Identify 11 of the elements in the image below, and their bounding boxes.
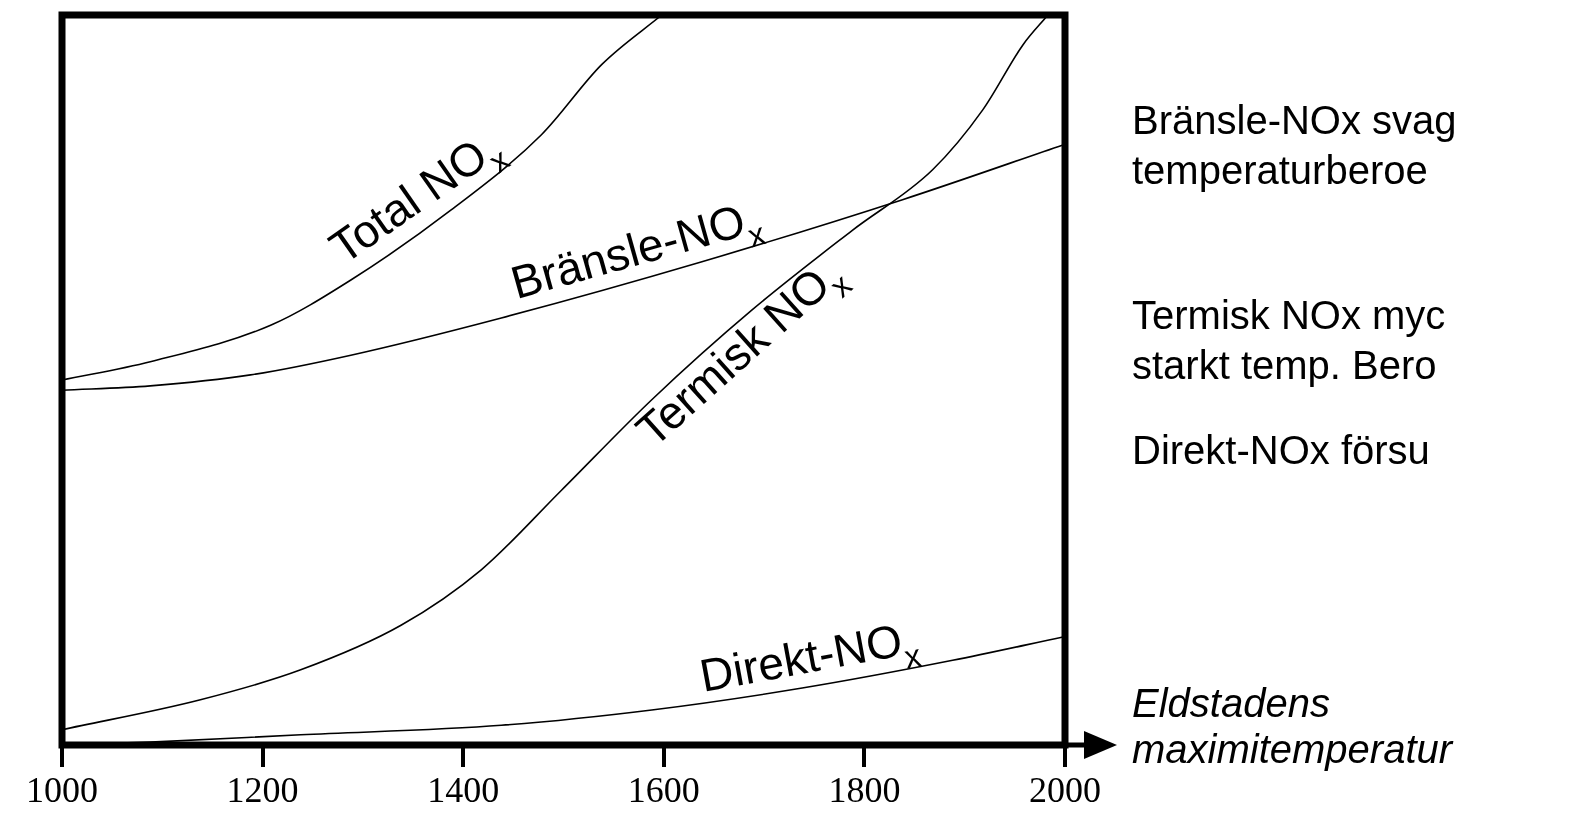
text: Termisk NOx myc starkt temp. Bero	[1132, 292, 1446, 389]
x-tick-label: 1000	[26, 770, 98, 811]
x-axis-title: Eldstadens maximitemperatur	[1132, 680, 1455, 772]
x-tick-label: 1600	[627, 770, 700, 811]
text: Bränsle-NOx svag temperaturberoe	[1132, 97, 1457, 194]
x-tick-label: 1800	[828, 770, 901, 811]
x-tick-label: 1400	[427, 770, 500, 811]
text: Direkt-NOx	[695, 613, 924, 702]
text: Direkt-NOx försu	[1132, 427, 1430, 474]
x-tick-label: 2000	[1029, 770, 1101, 811]
x-tick-label: 1200	[226, 770, 299, 811]
